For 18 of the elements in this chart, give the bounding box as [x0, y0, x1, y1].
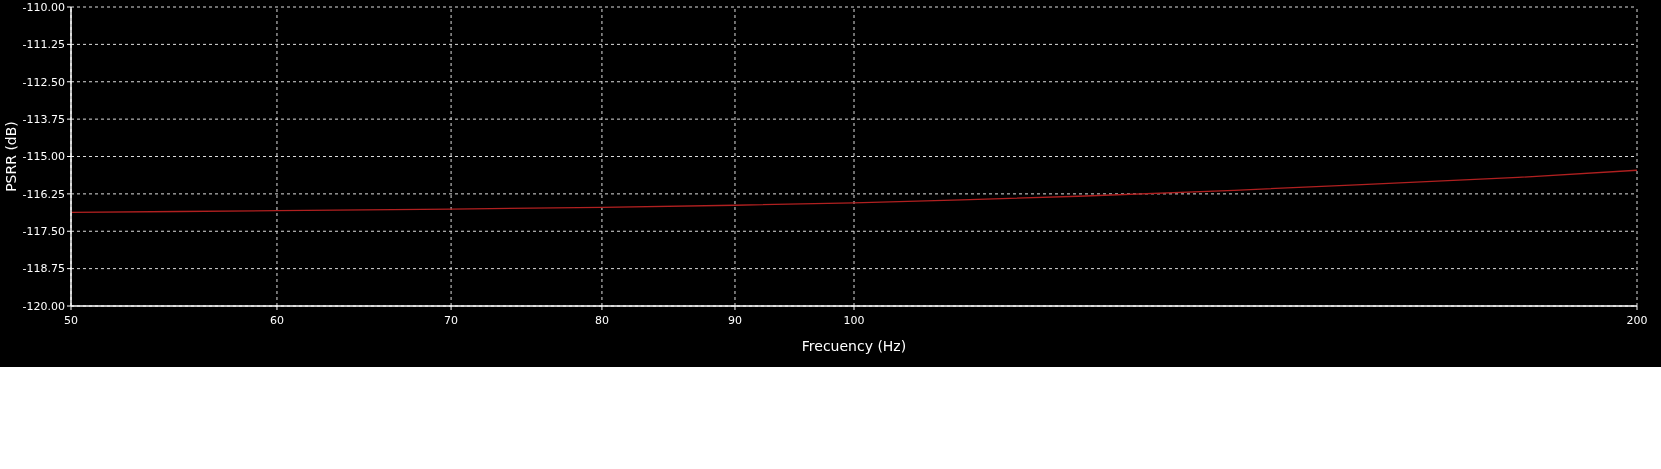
y-tick-label: -112.50 [22, 75, 65, 89]
y-tick-label: -120.00 [22, 299, 65, 313]
x-tick-label: 80 [594, 314, 609, 327]
y-tick-label: -110.00 [22, 0, 65, 14]
y-tick-label: -115.00 [22, 150, 65, 164]
x-tick-label: 70 [444, 314, 459, 327]
y-axis-title: PSRR (dB) [3, 121, 19, 192]
y-tick-label: -116.25 [22, 187, 65, 201]
y-tick-label: -111.25 [22, 38, 65, 52]
y-tick-label: -118.75 [22, 262, 65, 276]
x-axis-title: Frecuency (Hz) [801, 338, 907, 354]
y-tick-label: -117.50 [22, 225, 65, 239]
x-tick-label: 60 [269, 314, 284, 327]
x-tick-label: 100 [843, 314, 865, 327]
x-tick-label: 50 [64, 314, 78, 327]
x-tick-label: 200 [1626, 314, 1648, 327]
x-tick-label: 90 [727, 314, 742, 327]
y-tick-label: -113.75 [22, 112, 65, 126]
